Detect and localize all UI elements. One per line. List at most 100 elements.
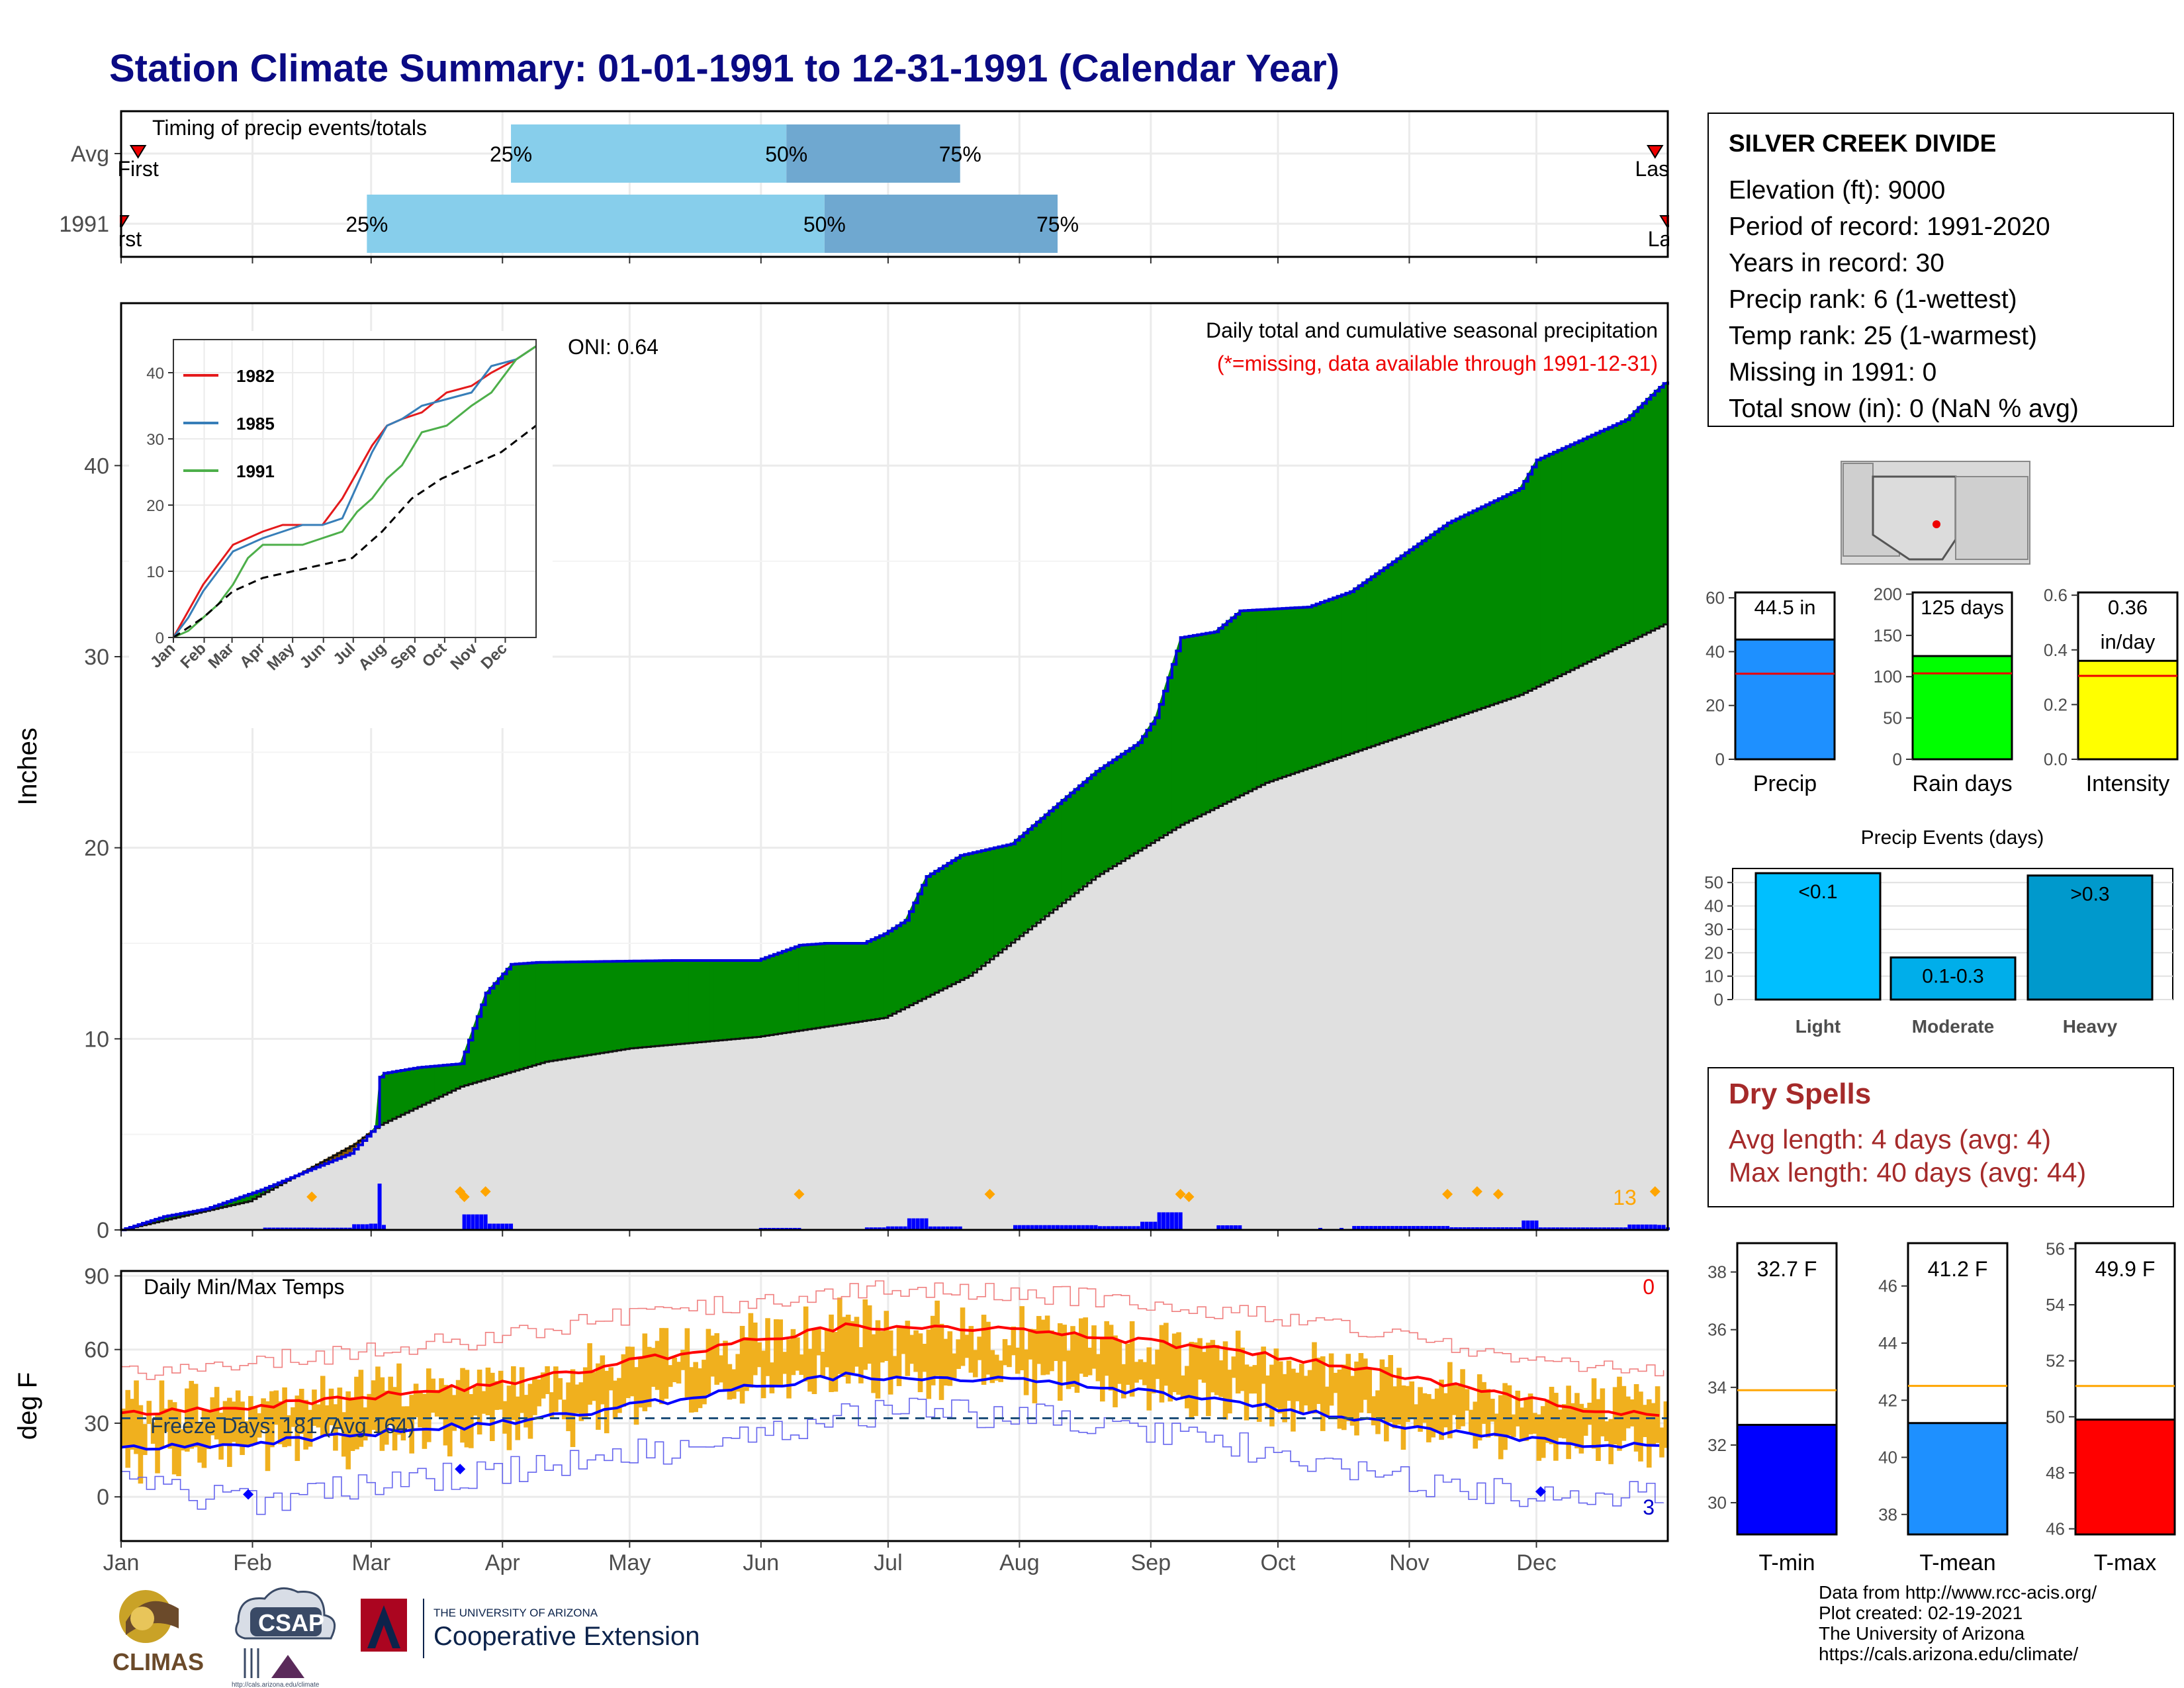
cumulative-diff-segment <box>841 943 846 1025</box>
daily-temp-range-bar <box>197 1423 203 1463</box>
temp-y-tick-label: 90 <box>84 1264 109 1289</box>
daily-temp-range-bar <box>273 1390 279 1425</box>
daily-precip-bar <box>310 1227 314 1230</box>
daily-temp-range-bar <box>739 1325 745 1404</box>
summary-bar-value-label: 125 days <box>1921 596 2004 619</box>
daily-precip-bar <box>263 1227 267 1230</box>
inset-y-tick-label: 20 <box>146 497 164 515</box>
daily-precip-bar <box>1576 1227 1581 1230</box>
daily-temp-range-bar <box>349 1397 355 1451</box>
daily-temp-range-bar <box>765 1318 770 1376</box>
daily-temp-range-bar <box>998 1360 1003 1382</box>
daily-temp-range-bar <box>1235 1331 1241 1394</box>
daily-precip-bar <box>1475 1227 1479 1230</box>
cumulative-diff-segment <box>621 961 626 1051</box>
cumulative-diff-segment <box>743 960 749 1039</box>
summary-y-tick-label: 100 <box>1874 667 1902 686</box>
temp-summary-bar <box>1736 1423 1838 1536</box>
daily-precip-bar <box>1411 1226 1416 1230</box>
last-event-marker <box>1647 145 1664 159</box>
cumulative-diff-segment <box>1078 781 1083 891</box>
daily-precip-bar <box>1479 1227 1484 1230</box>
daily-precip-bar <box>1589 1227 1594 1230</box>
daily-temp-range-bar <box>1019 1306 1024 1371</box>
daily-precip-bar <box>343 1227 348 1230</box>
daily-temp-range-bar <box>477 1370 482 1434</box>
daily-precip-bar <box>1572 1227 1577 1230</box>
daily-temp-range-bar <box>337 1387 343 1429</box>
daily-temp-range-bar <box>1455 1385 1461 1430</box>
daily-temp-range-bar <box>993 1354 999 1381</box>
daily-precip-bar <box>954 1226 958 1230</box>
cumulative-diff-segment <box>426 1066 431 1103</box>
daily-precip-bar <box>763 1227 768 1230</box>
daily-temp-range-bar <box>333 1404 338 1451</box>
daily-temp-range-bar <box>981 1315 987 1385</box>
cumulative-diff-segment <box>1557 447 1563 677</box>
cumulative-diff-segment <box>1447 520 1452 721</box>
daily-temp-range-bar <box>917 1333 923 1393</box>
daily-precip-bar <box>907 1218 911 1230</box>
daily-precip-bar <box>1161 1212 1166 1230</box>
daily-temp-range-bar <box>574 1384 580 1413</box>
daily-precip-bar <box>933 1226 937 1230</box>
daily-precip-bar <box>1123 1226 1128 1230</box>
cumulative-diff-segment <box>1281 608 1287 778</box>
cumulative-diff-segment <box>667 960 672 1046</box>
record-precip-diamond <box>1492 1189 1504 1199</box>
daily-temp-range-bar <box>422 1393 428 1449</box>
daily-precip-bar <box>1441 1226 1445 1230</box>
daily-temp-range-bar <box>1303 1376 1308 1406</box>
daily-precip-bar <box>924 1218 929 1230</box>
daily-temp-range-bar <box>977 1336 982 1360</box>
cumulative-diff-segment <box>1002 844 1007 951</box>
temp-y-tick-label: 0 <box>97 1485 109 1510</box>
daily-temp-range-bar <box>1324 1386 1330 1416</box>
month-tick-label: Mar <box>351 1550 390 1575</box>
daily-precip-bar <box>1483 1227 1488 1230</box>
daily-temp-range-bar <box>121 1408 126 1446</box>
daily-temp-range-bar <box>752 1322 758 1376</box>
daily-temp-range-bar <box>1142 1362 1148 1385</box>
temp-summary-y-tick-label: 40 <box>1878 1448 1897 1468</box>
cumulative-diff-segment <box>1506 492 1512 700</box>
daily-precip-bar <box>1373 1226 1378 1230</box>
daily-temp-range-bar <box>735 1354 741 1392</box>
daily-temp-range-bar <box>1049 1330 1054 1372</box>
temp-summary-y-tick-label: 38 <box>1878 1505 1897 1524</box>
daily-temp-range-bar <box>1591 1378 1597 1449</box>
daily-temp-range-bar <box>193 1383 199 1448</box>
cumulative-diff-segment <box>1120 750 1126 862</box>
daily-precip-bar <box>301 1227 306 1230</box>
cumulative-diff-segment <box>1150 716 1156 844</box>
daily-precip-bar <box>369 1223 373 1230</box>
summary-y-tick-label: 150 <box>1874 626 1902 645</box>
daily-temp-range-bar <box>248 1395 253 1447</box>
cumulative-diff-segment <box>1332 596 1338 760</box>
cumulative-diff-segment <box>519 962 524 1070</box>
daily-temp-range-bar <box>1083 1317 1089 1378</box>
cumulative-diff-segment <box>1650 390 1656 632</box>
dry-spells-box: Dry Spells Avg length: 4 days (avg: 4) M… <box>1707 1067 2174 1207</box>
daily-temp-range-bar <box>1367 1368 1373 1413</box>
avg-tmax-line <box>120 1322 1660 1417</box>
daily-temp-range-bar <box>1261 1346 1266 1384</box>
daily-temp-range-bar <box>1413 1404 1419 1427</box>
cumulative-diff-segment <box>1426 534 1431 728</box>
daily-precip-bar <box>326 1227 331 1230</box>
temp-summary-name: T-min <box>1759 1550 1815 1575</box>
daily-temp-range-bar <box>596 1363 601 1430</box>
daily-temp-range-bar <box>871 1334 876 1393</box>
daily-precip-bar <box>1403 1226 1408 1230</box>
temp-y-axis-label: deg F <box>13 1372 42 1440</box>
daily-precip-bar <box>1119 1226 1124 1230</box>
daily-temp-range-bar <box>1532 1413 1537 1434</box>
cumulative-diff-segment <box>1434 528 1439 725</box>
cumulative-diff-segment <box>561 961 567 1060</box>
daily-precip-bar <box>1369 1226 1373 1230</box>
daily-precip-bar <box>1627 1224 1632 1230</box>
daily-temp-range-bar <box>1481 1382 1486 1424</box>
daily-temp-range-bar <box>1201 1352 1207 1383</box>
events-y-tick-label: 40 <box>1704 896 1723 916</box>
daily-precip-bar <box>945 1226 950 1230</box>
